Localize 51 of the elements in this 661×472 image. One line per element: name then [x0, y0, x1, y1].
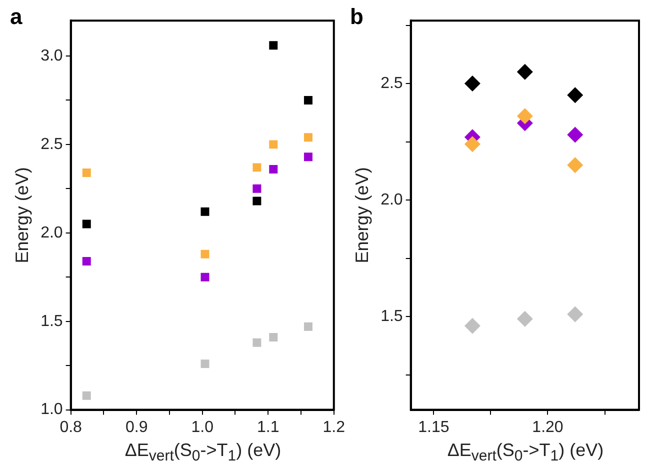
point: [269, 140, 278, 149]
x-tick-label: 1.20: [532, 418, 564, 436]
x-tick-label: 1.15: [418, 418, 450, 436]
point: [567, 126, 584, 143]
point: [567, 306, 584, 322]
point: [252, 196, 262, 206]
y-tick-label: 2.5: [380, 74, 403, 92]
point: [200, 250, 210, 258]
x-tick-label: 1.2: [322, 418, 346, 436]
x-tick-label: 0.8: [60, 418, 82, 436]
point: [252, 184, 262, 193]
point: [200, 272, 210, 282]
point: [200, 207, 210, 216]
x-axis-title: ΔE$_{vert}$(S$_{0}$->T$_{1}$) (eV): [446, 440, 605, 465]
y-tick-label: 2.0: [40, 224, 63, 242]
y-tick-label: 3.0: [40, 47, 63, 64]
point: [516, 310, 533, 327]
chart-title: b: [350, 4, 364, 30]
y-axis-title: Energy (eV): [12, 167, 32, 264]
point: [252, 163, 262, 172]
point: [269, 333, 278, 342]
y-tick-label: 1.5: [40, 312, 63, 330]
x-tick-label: 0.9: [125, 418, 148, 436]
point: [304, 322, 312, 331]
x-axis-title: ΔE$_{vert}$(S$_{0}$->T$_{1}$) (eV): [124, 440, 282, 465]
point: [516, 64, 533, 80]
point: [82, 168, 91, 177]
y-tick-label: 2.0: [380, 191, 403, 208]
y-tick-label: 1.5: [380, 308, 403, 325]
chart-title: a: [10, 4, 22, 30]
point: [82, 391, 91, 400]
point: [516, 108, 533, 124]
point: [304, 152, 312, 162]
point: [82, 256, 91, 266]
y-tick-label: 1.0: [40, 401, 63, 418]
point: [464, 318, 480, 334]
point: [304, 133, 312, 142]
point: [464, 76, 480, 92]
point: [200, 360, 210, 368]
point: [304, 96, 312, 104]
y-tick-label: 2.5: [40, 136, 63, 153]
point: [464, 136, 480, 152]
point: [567, 87, 584, 104]
point: [82, 220, 91, 228]
point: [269, 164, 278, 174]
y-axis-title: Energy (eV): [352, 167, 372, 264]
x-tick-label: 1.0: [191, 418, 214, 436]
point: [269, 41, 278, 50]
x-tick-label: 1.1: [256, 418, 280, 436]
point: [252, 338, 262, 347]
point: [567, 157, 584, 174]
